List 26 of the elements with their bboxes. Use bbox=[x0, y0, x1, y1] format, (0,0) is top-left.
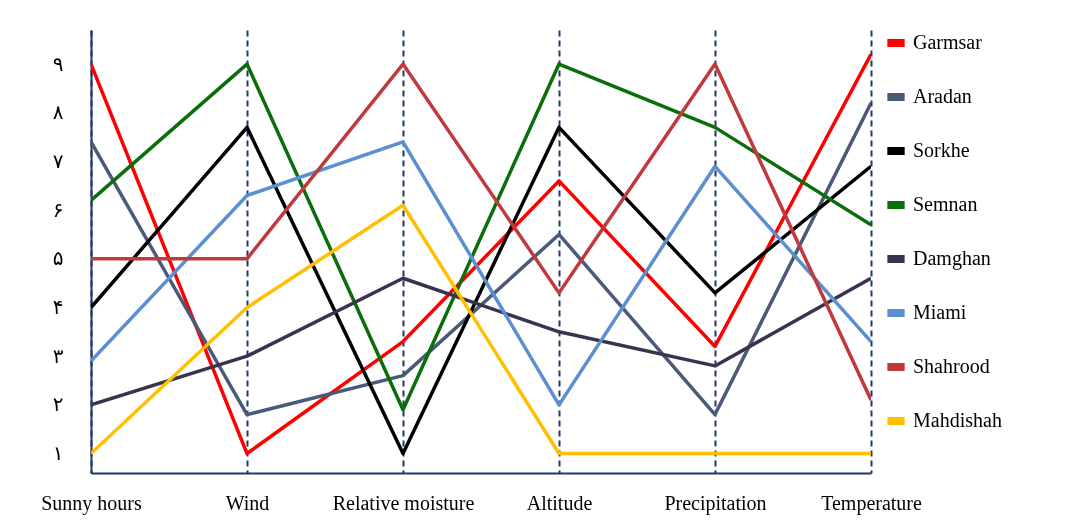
legend-label: Miami bbox=[913, 301, 967, 323]
line-series bbox=[91, 125, 871, 456]
legend-label: Aradan bbox=[913, 85, 972, 107]
y-tick-label: ۵ bbox=[52, 246, 64, 271]
legend-label: Semnan bbox=[913, 193, 978, 215]
y-tick-label: ۲ bbox=[52, 392, 64, 417]
line-series bbox=[91, 276, 871, 407]
legend-label: Sorkhe bbox=[913, 139, 970, 161]
legend-label: Mahdishah bbox=[913, 409, 1002, 431]
x-tick-label: Temperature bbox=[821, 491, 922, 515]
x-tick-label: Sunny hours bbox=[41, 491, 142, 515]
legend-label: Garmsar bbox=[913, 31, 983, 53]
x-tick-label: Altitude bbox=[526, 491, 593, 514]
x-tick-label: Wind bbox=[225, 491, 270, 514]
y-tick-label: ۸ bbox=[52, 100, 64, 125]
y-tick-label: ۷ bbox=[52, 148, 64, 173]
y-tick-label: ۳ bbox=[52, 343, 64, 368]
legend-label: Damghan bbox=[913, 247, 991, 270]
line-series bbox=[91, 140, 871, 407]
x-tick-label: Precipitation bbox=[664, 491, 767, 515]
y-tick-label: ۹ bbox=[52, 51, 64, 76]
x-tick-label: Relative moisture bbox=[332, 491, 475, 514]
y-tick-label: ۶ bbox=[52, 197, 64, 222]
legend-label: Shahrood bbox=[913, 355, 990, 377]
y-tick-label: ۴ bbox=[52, 294, 64, 319]
y-tick-label: ۱ bbox=[52, 441, 64, 466]
